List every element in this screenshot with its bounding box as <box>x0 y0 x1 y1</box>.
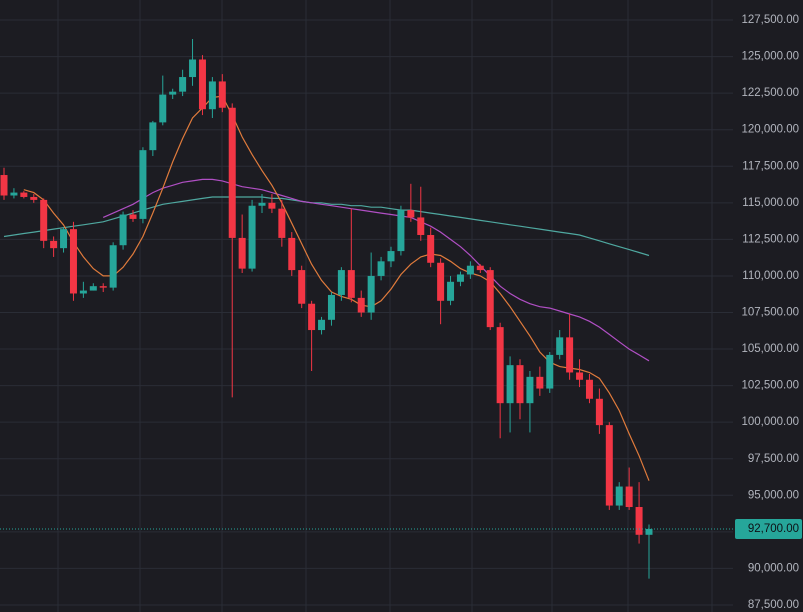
candle-body <box>308 303 316 331</box>
candle-body <box>337 270 345 295</box>
y-tick-label: 105,000.00 <box>741 343 799 355</box>
candle-body <box>228 107 236 238</box>
candle-body <box>456 274 464 282</box>
candle-body <box>40 199 48 241</box>
candle-body <box>536 376 544 389</box>
candle-body <box>576 372 584 380</box>
candle-body <box>218 81 226 108</box>
candle-body <box>89 286 97 291</box>
candle-body <box>139 150 147 219</box>
candle-body <box>486 270 494 328</box>
y-tick-label: 125,000.00 <box>741 51 799 63</box>
candle-body <box>208 81 216 110</box>
candle-body <box>10 192 18 196</box>
candle-body <box>556 337 564 355</box>
candle-body <box>496 327 504 404</box>
candle-body <box>248 205 256 269</box>
candle-body <box>506 365 514 404</box>
candle-body <box>546 354 554 389</box>
y-tick-label: 122,500.00 <box>741 87 799 99</box>
y-tick-label: 110,000.00 <box>742 270 799 282</box>
candle-body <box>20 192 28 197</box>
current-price-tag <box>735 518 802 539</box>
candle-body <box>298 270 306 304</box>
y-tick-label: 90,000.00 <box>748 562 799 574</box>
candle-body <box>179 77 187 92</box>
candle-body <box>367 275 375 313</box>
candle-body <box>625 486 633 508</box>
candle-body <box>595 398 603 426</box>
candle-body <box>615 486 623 506</box>
candle-body <box>645 528 653 535</box>
y-tick-label: 112,500.00 <box>742 233 799 245</box>
candle-body <box>278 208 286 238</box>
candle-body <box>50 240 58 249</box>
candle-body <box>357 297 365 313</box>
candle-body <box>198 59 206 110</box>
candle-body <box>69 229 77 294</box>
current-price-label: 92,700.00 <box>748 523 799 535</box>
candle-body <box>377 261 385 276</box>
candle-body <box>387 251 395 262</box>
candle-body <box>318 319 326 331</box>
y-tick-label: 97,500.00 <box>748 453 799 465</box>
candle-body <box>30 196 38 200</box>
candle-body <box>526 376 534 404</box>
candle-body <box>397 210 405 252</box>
candle-body <box>437 262 445 301</box>
candle-body <box>447 281 455 301</box>
y-tick-label: 127,500.00 <box>741 14 799 26</box>
y-tick-label: 120,000.00 <box>741 124 799 136</box>
candle-body <box>189 59 197 78</box>
moving-average <box>102 178 650 362</box>
candle-body <box>258 202 266 206</box>
candle-body <box>605 425 613 506</box>
y-tick-label: 102,500.00 <box>741 380 799 392</box>
candle-body <box>60 229 68 249</box>
candle-body <box>149 122 157 151</box>
y-tick-label: 95,000.00 <box>748 489 799 501</box>
y-tick-label: 115,000.00 <box>742 197 799 209</box>
moving-average <box>23 95 650 481</box>
y-tick-label: 100,000.00 <box>741 416 799 428</box>
candle-body <box>0 175 8 196</box>
candle-body <box>238 237 246 269</box>
moving-average <box>3 196 650 257</box>
candle-body <box>407 210 415 218</box>
candle-body <box>327 294 335 320</box>
candle-body <box>476 265 484 271</box>
candle-body <box>566 337 574 373</box>
candle-body <box>288 237 296 271</box>
candle-body <box>466 265 474 275</box>
y-tick-label: 87,500.00 <box>748 599 799 611</box>
candle-body <box>585 379 593 399</box>
y-tick-label: 107,500.00 <box>741 307 799 319</box>
y-tick-label: 117,500.00 <box>742 160 799 172</box>
candle-body <box>109 245 117 288</box>
candle-body <box>635 507 643 535</box>
candle-body <box>119 214 127 246</box>
candle-body <box>79 290 87 294</box>
candle-body <box>417 217 425 235</box>
candle-body <box>347 270 355 298</box>
candle-body <box>427 234 435 263</box>
candle-body <box>129 214 137 219</box>
candle-body <box>268 202 276 209</box>
candle-body <box>99 286 107 288</box>
candle-body <box>516 365 524 404</box>
candle-body <box>169 91 177 95</box>
candle-body <box>159 94 167 123</box>
